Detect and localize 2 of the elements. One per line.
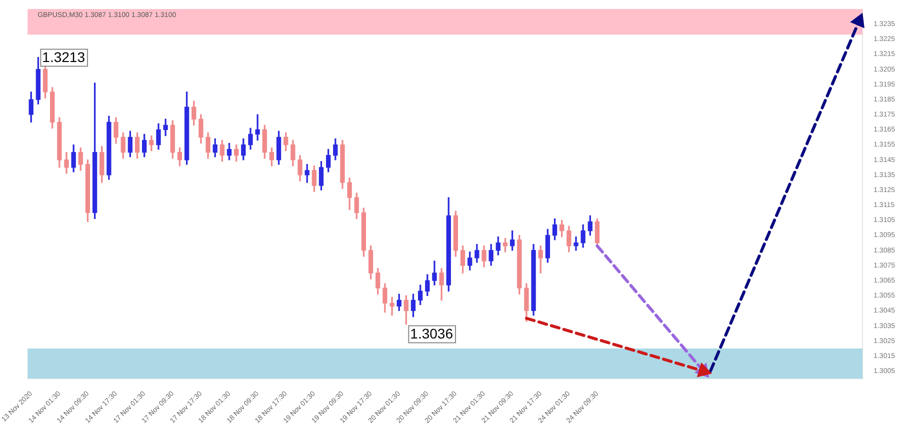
annotation: 1.3036 (410, 326, 454, 342)
annotation: 1.3213 (42, 49, 86, 66)
